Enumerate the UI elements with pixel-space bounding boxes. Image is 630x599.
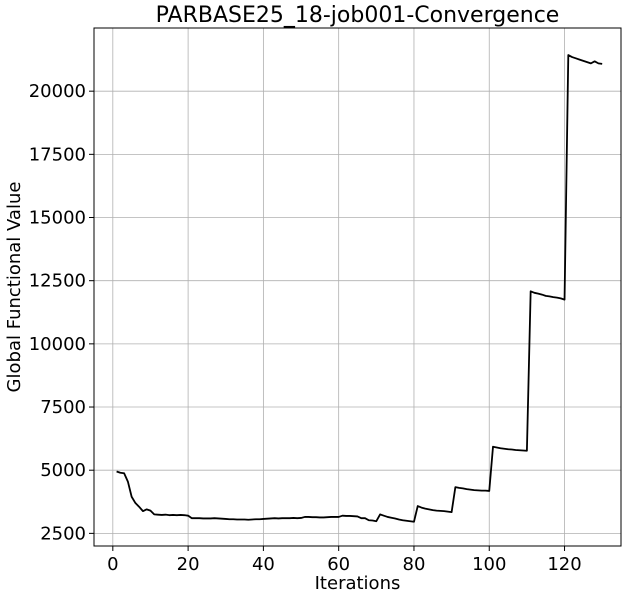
y-tick-label: 12500 <box>29 271 86 292</box>
x-tick-label: 100 <box>472 554 506 575</box>
y-tick-label: 5000 <box>40 460 86 481</box>
x-tick-label: 80 <box>403 554 426 575</box>
plot-frame <box>93 27 622 547</box>
y-tick-label: 15000 <box>29 208 86 229</box>
x-tick-label: 0 <box>107 554 118 575</box>
chart-title: PARBASE25_18-job001-Convergence <box>156 3 560 28</box>
y-axis-label: Global Functional Value <box>4 182 25 393</box>
x-tick-label: 40 <box>252 554 275 575</box>
y-tick-label: 17500 <box>29 144 86 165</box>
x-axis-label: Iterations <box>315 573 401 594</box>
x-tick-label: 60 <box>327 554 350 575</box>
y-tick-label: 10000 <box>29 334 86 355</box>
x-tick-label: 20 <box>177 554 200 575</box>
grid <box>94 28 621 546</box>
y-tick-label: 20000 <box>29 81 86 102</box>
series <box>116 54 603 523</box>
ticks: 0 20 40 60 80 100 120 2500 5000 7500 10000 12500 150… <box>29 81 582 575</box>
convergence-series-line <box>116 54 603 523</box>
x-tick-label: 120 <box>547 554 581 575</box>
y-tick-label: 7500 <box>40 397 86 418</box>
y-tick-label: 2500 <box>40 523 86 544</box>
